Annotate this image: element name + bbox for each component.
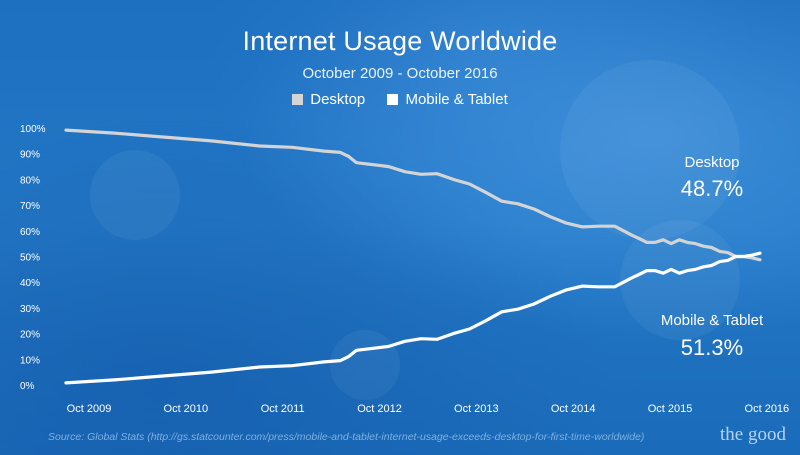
- bokeh-light: [90, 150, 180, 240]
- x-tick-label: Oct 2011: [261, 403, 305, 415]
- x-tick-label: Oct 2010: [164, 403, 209, 415]
- y-tick-label: 80%: [20, 175, 40, 186]
- x-tick-label: Oct 2012: [357, 403, 402, 415]
- x-tick-label: Oct 2014: [551, 403, 596, 415]
- y-tick-label: 40%: [20, 278, 40, 289]
- series-line-mobile[interactable]: [64, 251, 762, 385]
- chart-title: Internet Usage Worldwide: [242, 26, 558, 56]
- x-tick-label: Oct 2013: [454, 403, 499, 415]
- legend-swatch-mobile: [387, 94, 399, 105]
- annotation-label-desktop: Desktop: [684, 154, 739, 171]
- brand-logo: the good: [720, 424, 786, 445]
- chart-legend: Desktop Mobile & Tablet: [0, 91, 800, 109]
- source-note[interactable]: Source: Global Stats (http://gs.statcoun…: [48, 431, 645, 443]
- y-axis: 0% 10% 20% 30% 40% 50% 60% 70% 80% 90% 100%: [20, 124, 46, 392]
- x-axis: Oct 2009 Oct 2010 Oct 2011 Oct 2012 Oct 2013…: [67, 403, 790, 415]
- y-tick-label: 100%: [20, 124, 46, 135]
- legend-item-desktop[interactable]: Desktop: [292, 91, 365, 108]
- annotation-value-mobile: 51.3%: [681, 335, 743, 360]
- legend-label-desktop: Desktop: [310, 91, 366, 108]
- y-tick-label: 70%: [20, 201, 40, 212]
- series-layer: [64, 128, 762, 385]
- bokeh-light: [330, 330, 400, 400]
- legend-swatch-desktop: [292, 94, 304, 105]
- x-tick-label: Oct 2016: [745, 403, 790, 415]
- y-tick-label: 30%: [20, 304, 40, 315]
- chart-subtitle: October 2009 - October 2016: [302, 65, 498, 82]
- y-tick-label: 90%: [20, 150, 40, 161]
- annotation-layer: Desktop 48.7% Mobile & Tablet 51.3%: [661, 154, 764, 360]
- y-tick-label: 20%: [20, 330, 40, 341]
- legend-item-mobile[interactable]: Mobile & Tablet: [387, 91, 508, 108]
- x-tick-label: Oct 2009: [67, 403, 112, 415]
- y-tick-label: 60%: [20, 227, 40, 238]
- x-tick-label: Oct 2015: [648, 403, 693, 415]
- series-line-desktop[interactable]: [64, 128, 762, 262]
- bokeh-light: [560, 60, 740, 240]
- y-tick-label: 10%: [20, 355, 40, 366]
- legend-label-mobile: Mobile & Tablet: [405, 91, 508, 108]
- annotation-value-desktop: 48.7%: [681, 176, 743, 201]
- y-tick-label: 0%: [20, 381, 35, 392]
- annotation-label-mobile: Mobile & Tablet: [661, 312, 764, 329]
- y-tick-label: 50%: [20, 253, 40, 264]
